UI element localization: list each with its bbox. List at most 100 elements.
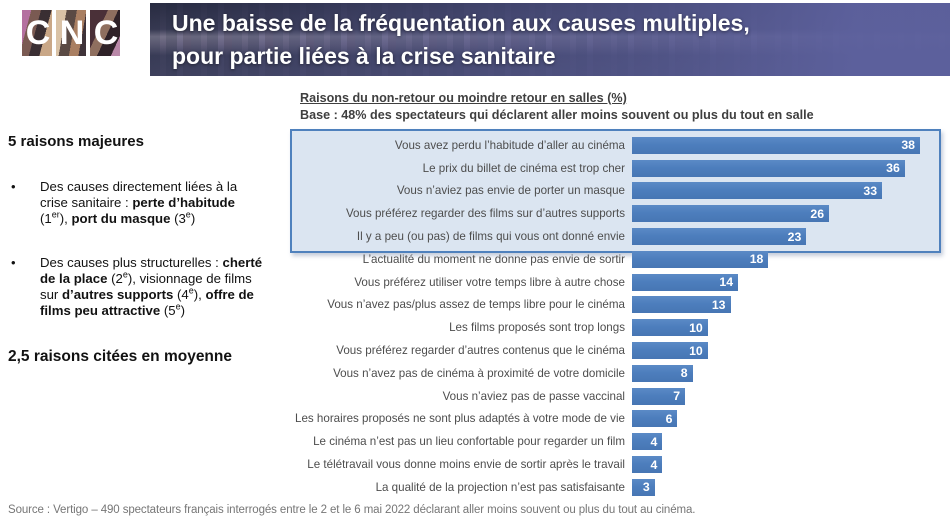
left-bullet-item: Des causes directement liées à la crise … (8, 179, 264, 226)
bar-label: Les films proposés sont trop longs (449, 321, 625, 335)
bar-value: 4 (650, 457, 658, 472)
bar-area: 4 (632, 433, 945, 451)
bar-label: Vous n’aviez pas envie de porter un masq… (396, 184, 625, 198)
bar: 33 (632, 182, 883, 200)
bar-area: 36 (632, 159, 945, 177)
bar-label: Le prix du billet de cinéma est trop che… (422, 161, 625, 175)
bar-value: 14 (719, 275, 734, 290)
chart-rows: Vous avez perdu l’habitude d’aller au ci… (290, 134, 945, 499)
bar-area: 26 (632, 205, 945, 223)
bar-value: 26 (810, 206, 825, 221)
bar-value: 8 (680, 366, 688, 381)
bar-area: 8 (632, 364, 945, 382)
bar: 4 (632, 433, 663, 451)
bar-area: 6 (632, 410, 945, 428)
bar: 18 (632, 250, 769, 268)
bar-area: 7 (632, 387, 945, 405)
bar-value: 33 (863, 183, 878, 198)
chart-row: Vous n’aviez pas envie de porter un masq… (290, 180, 945, 203)
bar-value: 18 (749, 252, 764, 267)
bar-label: Vous préférez regarder des films sur d’a… (345, 207, 625, 221)
bar-area: 33 (632, 182, 945, 200)
chart-row: Il y a peu (ou pas) de films qui vous on… (290, 225, 945, 248)
left-heading-average: 2,5 raisons citées en moyenne (8, 347, 232, 365)
bar-value: 10 (689, 320, 703, 335)
bar-label: Il y a peu (ou pas) de films qui vous on… (356, 230, 625, 244)
bar: 10 (632, 319, 708, 337)
bar: 8 (632, 364, 693, 382)
bar-chart: Vous avez perdu l’habitude d’aller au ci… (290, 129, 945, 499)
bar-label: Vous préférez regarder d’autres contenus… (336, 344, 625, 358)
bar-area: 38 (632, 136, 945, 154)
bar-area: 18 (632, 250, 945, 268)
chart-row: L’actualité du moment ne donne pas envie… (290, 248, 945, 271)
chart-row: Le télétravail vous donne moins envie de… (290, 453, 945, 476)
bar-value: 23 (787, 229, 802, 244)
bar-area: 23 (632, 228, 945, 246)
title-banner: Une baisse de la fréquentation aux cause… (150, 3, 950, 76)
bar-value: 13 (711, 297, 726, 312)
chart-row: La qualité de la projection n’est pas sa… (290, 476, 945, 499)
bar-value: 7 (673, 389, 681, 404)
bar: 23 (632, 228, 807, 246)
bar-area: 10 (632, 342, 945, 360)
bar-label: Vous préférez utiliser votre temps libre… (354, 275, 625, 289)
chart-row: Vous préférez regarder des films sur d’a… (290, 202, 945, 225)
bar-label: Le cinéma n’est pas un lieu confortable … (313, 435, 625, 449)
bar: 10 (632, 342, 708, 360)
chart-row: Vous n’aviez pas de passe vaccinal 7 (290, 385, 945, 408)
bar: 3 (632, 478, 655, 496)
logo-letter-block: N (56, 10, 86, 56)
bar-value: 38 (901, 138, 915, 153)
chart-row: Vous préférez regarder d’autres contenus… (290, 339, 945, 362)
left-commentary-panel: 5 raisons majeures Des causes directemen… (8, 133, 264, 366)
chart-row: Le prix du billet de cinéma est trop che… (290, 157, 945, 180)
chart-row: Les films proposés sont trop longs 10 (290, 316, 945, 339)
bar-value: 10 (689, 343, 703, 358)
chart-header: Raisons du non-retour ou moindre retour … (300, 91, 814, 122)
bar-label: L’actualité du moment ne donne pas envie… (362, 252, 625, 266)
left-heading: 5 raisons majeures (8, 133, 144, 150)
left-bullet-list: Des causes directement liées à la crise … (8, 179, 264, 319)
bar-label: La qualité de la projection n’est pas sa… (375, 480, 625, 494)
bar: 36 (632, 159, 905, 177)
bar-label: Les horaires proposés ne sont plus adapt… (295, 412, 625, 426)
chart-row: Vous préférez utiliser votre temps libre… (290, 271, 945, 294)
bar: 7 (632, 387, 686, 405)
bar-label: Vous n’aviez pas de passe vaccinal (442, 389, 625, 403)
bar-value: 3 (642, 480, 650, 495)
bar: 14 (632, 273, 739, 291)
cnc-logo: C N C (22, 10, 120, 56)
bar-area: 10 (632, 319, 945, 337)
bar-label: Le télétravail vous donne moins envie de… (307, 458, 625, 472)
bar-area: 3 (632, 478, 945, 496)
chart-subtitle: Base : 48% des spectateurs qui déclarent… (300, 108, 814, 122)
slide-title-line-2: pour partie liées à la crise sanitaire (172, 42, 556, 69)
bar-value: 6 (665, 411, 673, 426)
bar: 13 (632, 296, 731, 314)
bar-area: 14 (632, 273, 945, 291)
chart-title: Raisons du non-retour ou moindre retour … (300, 91, 627, 105)
slide-title-line-1: Une baisse de la fréquentation aux cause… (172, 10, 750, 36)
chart-row: Le cinéma n’est pas un lieu confortable … (290, 430, 945, 453)
bar-label: Vous avez perdu l’habitude d’aller au ci… (394, 138, 625, 152)
logo-letter-block: C (90, 10, 120, 56)
chart-row: Les horaires proposés ne sont plus adapt… (290, 408, 945, 431)
bar-label: Vous n’avez pas de cinéma à proximité de… (333, 366, 625, 380)
chart-row: Vous avez perdu l’habitude d’aller au ci… (290, 134, 945, 157)
bar-value: 4 (650, 434, 658, 449)
logo-letter-block: C (22, 10, 52, 56)
bar: 6 (632, 410, 678, 428)
bar-label: Vous n’avez pas/plus assez de temps libr… (327, 298, 625, 312)
chart-row: Vous n’avez pas de cinéma à proximité de… (290, 362, 945, 385)
bar: 26 (632, 205, 830, 223)
bar-value: 36 (886, 161, 900, 176)
source-note: Source : Vertigo – 490 spectateurs franç… (8, 504, 696, 516)
left-bullet-item: Des causes plus structurelles : cherté d… (8, 255, 264, 318)
chart-row: Vous n’avez pas/plus assez de temps libr… (290, 294, 945, 317)
bar: 4 (632, 456, 663, 474)
bar: 38 (632, 136, 920, 154)
bar-area: 13 (632, 296, 945, 314)
bar-area: 4 (632, 456, 945, 474)
